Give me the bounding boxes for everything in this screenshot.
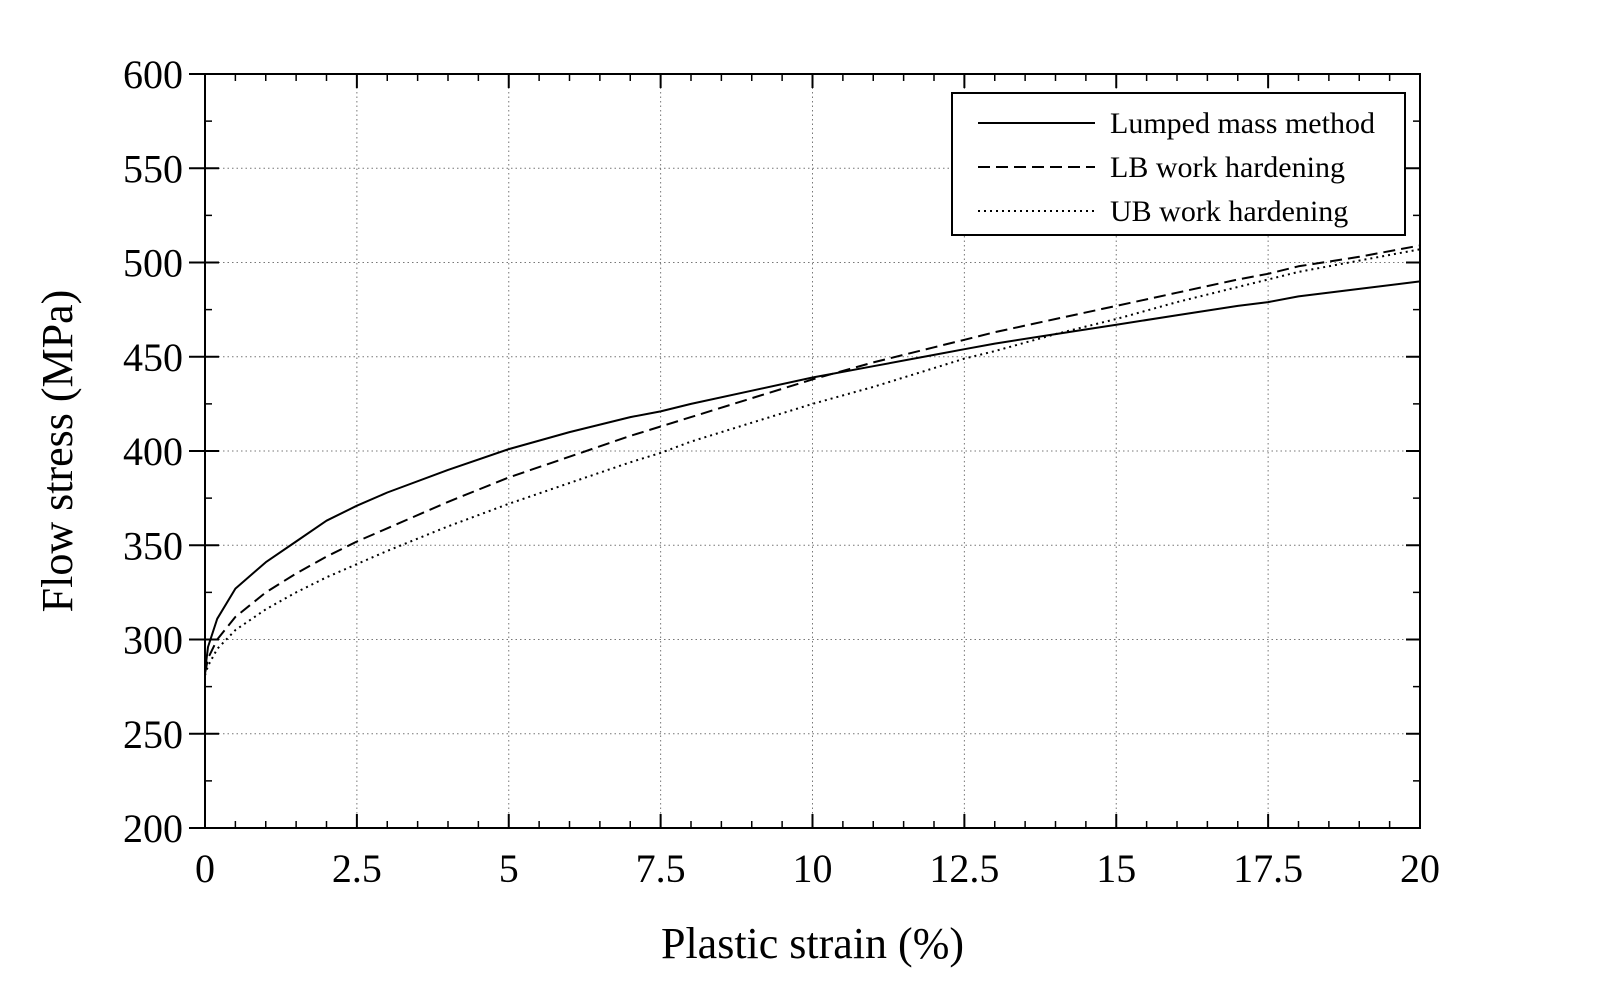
tick-layer <box>189 73 1421 829</box>
series-line-1 <box>204 244 1421 674</box>
x-tick-label: 7.5 <box>636 846 686 891</box>
y-tick-label: 550 <box>123 146 183 191</box>
y-tick-label: 250 <box>123 712 183 757</box>
series-layer <box>204 244 1421 676</box>
y-tick-label: 400 <box>123 429 183 474</box>
legend-label-ub-work-hardening: UB work hardening <box>1110 195 1348 228</box>
x-tick-label: 15 <box>1096 846 1136 891</box>
y-axis-title: Flow stress (MPa) <box>33 290 82 613</box>
x-tick-label: 20 <box>1400 846 1440 891</box>
legend: Lumped mass method LB work hardening UB … <box>951 92 1406 236</box>
tick-label-layer: 0 2.5 5 7.5 10 12.5 15 17.5 20 200 250 300 350 400 450… <box>123 52 1440 891</box>
series-line-0 <box>204 280 1421 672</box>
x-tick-label: 17.5 <box>1233 846 1303 891</box>
legend-label-lb-work-hardening: LB work hardening <box>1110 151 1345 184</box>
x-axis-title: Plastic strain (%) <box>661 919 964 968</box>
y-tick-label: 300 <box>123 618 183 663</box>
y-tick-label: 200 <box>123 806 183 851</box>
y-tick-label: 600 <box>123 52 183 97</box>
y-tick-label: 500 <box>123 241 183 286</box>
x-tick-label: 5 <box>499 846 519 891</box>
legend-label-lumped-mass-method: Lumped mass method <box>1110 107 1375 140</box>
y-tick-label: 450 <box>123 335 183 380</box>
x-tick-label: 12.5 <box>929 846 999 891</box>
series-line-2 <box>204 248 1421 676</box>
y-tick-label: 350 <box>123 523 183 568</box>
x-tick-label: 2.5 <box>332 846 382 891</box>
x-tick-label: 10 <box>793 846 833 891</box>
x-tick-label: 0 <box>195 846 215 891</box>
